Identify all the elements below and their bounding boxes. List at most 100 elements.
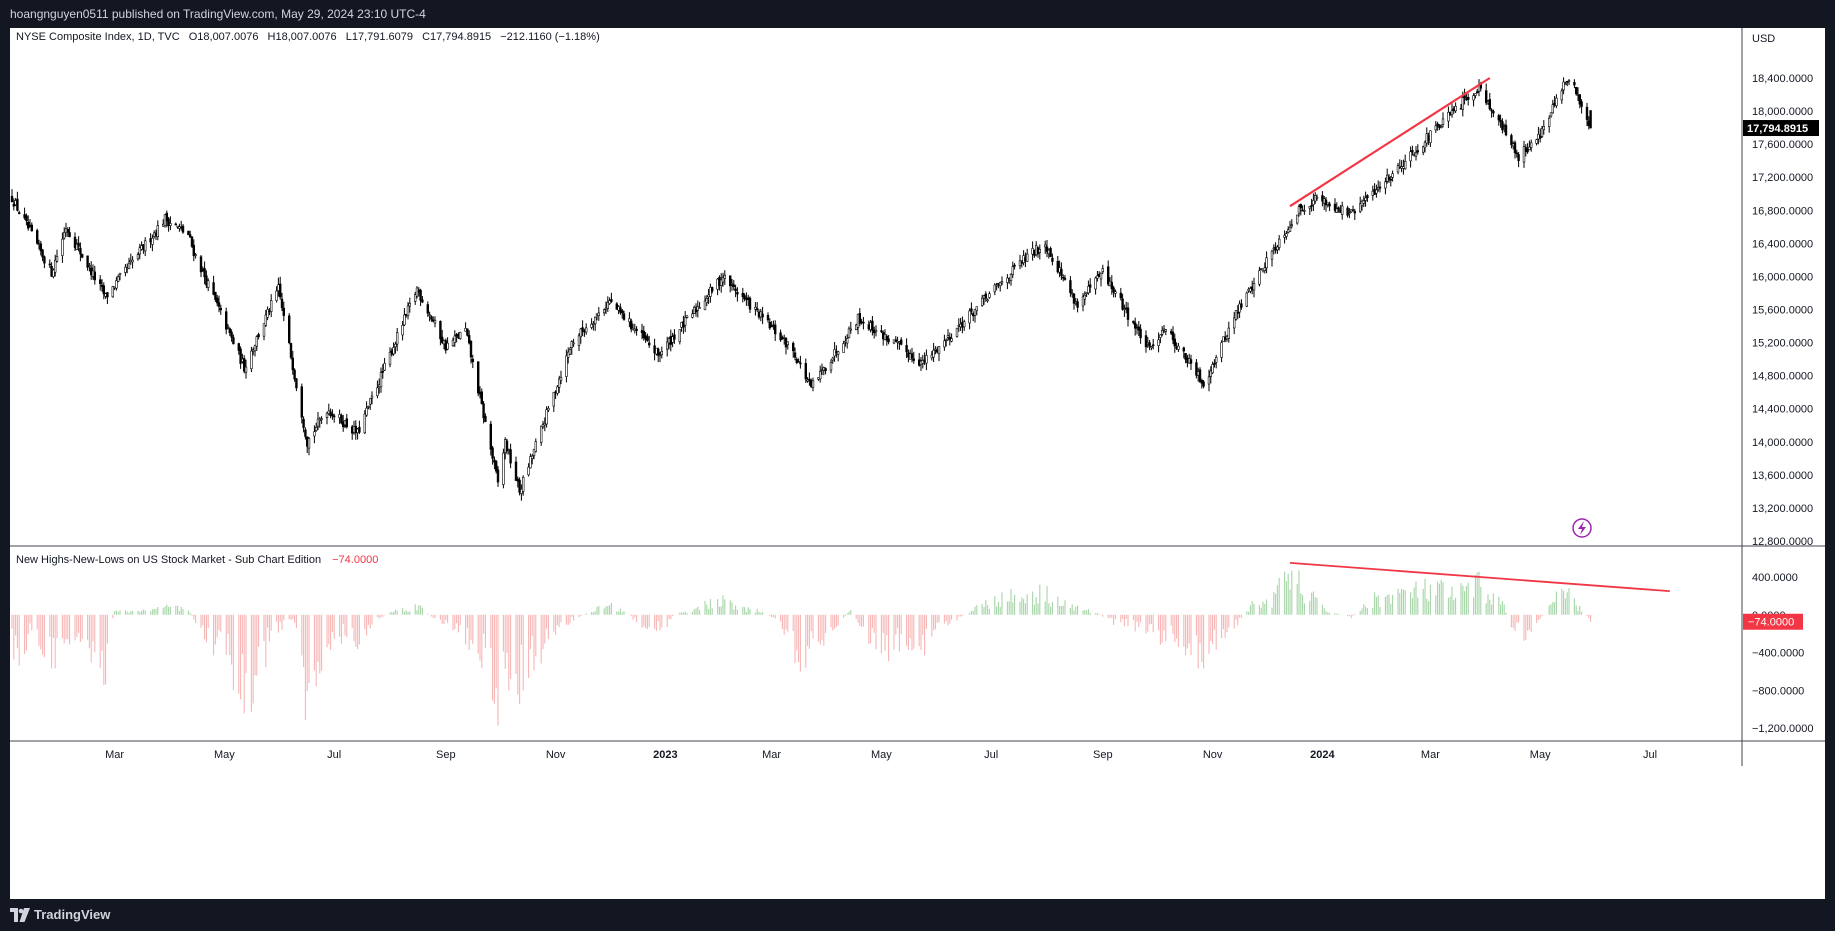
candle[interactable] bbox=[730, 279, 734, 291]
candle[interactable] bbox=[646, 333, 649, 342]
candle[interactable] bbox=[379, 367, 383, 393]
candle[interactable] bbox=[205, 270, 208, 289]
candle[interactable] bbox=[1240, 299, 1243, 310]
candle[interactable] bbox=[1132, 320, 1135, 325]
candle[interactable] bbox=[53, 254, 57, 277]
candle[interactable] bbox=[660, 346, 664, 359]
candle[interactable] bbox=[68, 227, 71, 238]
candle[interactable] bbox=[721, 272, 725, 287]
candle[interactable] bbox=[1025, 248, 1029, 262]
candle[interactable] bbox=[289, 342, 293, 360]
candle[interactable] bbox=[446, 337, 449, 351]
candle[interactable] bbox=[1290, 219, 1294, 229]
candle[interactable] bbox=[1515, 149, 1519, 158]
candle[interactable] bbox=[189, 230, 192, 238]
candle[interactable] bbox=[754, 302, 757, 316]
candle[interactable] bbox=[1560, 88, 1564, 104]
candle[interactable] bbox=[1555, 94, 1558, 109]
last-price-label[interactable]: 17,794.8915 bbox=[1743, 120, 1819, 137]
candle[interactable] bbox=[723, 270, 727, 285]
candle[interactable] bbox=[1396, 162, 1400, 175]
candle[interactable] bbox=[230, 329, 233, 342]
candle[interactable] bbox=[1414, 146, 1418, 161]
candle[interactable] bbox=[642, 325, 646, 341]
candle[interactable] bbox=[489, 420, 492, 456]
candle[interactable] bbox=[430, 315, 433, 322]
candle[interactable] bbox=[1513, 140, 1517, 159]
candle[interactable] bbox=[1573, 79, 1576, 89]
candle[interactable] bbox=[115, 276, 118, 291]
main-trendline[interactable] bbox=[1289, 77, 1491, 208]
candle[interactable] bbox=[39, 240, 42, 256]
candle[interactable] bbox=[784, 337, 788, 355]
candle[interactable] bbox=[329, 408, 332, 419]
candle[interactable] bbox=[858, 308, 862, 327]
candle[interactable] bbox=[1198, 367, 1202, 383]
candle[interactable] bbox=[1182, 346, 1186, 359]
candle[interactable] bbox=[1101, 264, 1105, 275]
sub-pane[interactable] bbox=[11, 561, 1670, 726]
candle[interactable] bbox=[419, 288, 422, 307]
candle[interactable] bbox=[619, 303, 622, 315]
candle[interactable] bbox=[518, 477, 521, 496]
candle[interactable] bbox=[73, 232, 77, 251]
candle[interactable] bbox=[295, 378, 298, 392]
candle[interactable] bbox=[90, 261, 93, 280]
candle[interactable] bbox=[16, 191, 19, 212]
candle[interactable] bbox=[761, 306, 764, 325]
candle[interactable] bbox=[1220, 340, 1223, 363]
candle[interactable] bbox=[1089, 278, 1092, 293]
candle[interactable] bbox=[1499, 114, 1502, 128]
candle[interactable] bbox=[566, 347, 570, 364]
candle[interactable] bbox=[584, 323, 588, 335]
candle[interactable] bbox=[1333, 198, 1337, 213]
candle[interactable] bbox=[932, 342, 935, 362]
chart-canvas[interactable]: USD 18,400.0000 18,000.0000 17,600.0000 17,… bbox=[10, 28, 1825, 899]
candle[interactable] bbox=[264, 309, 267, 327]
candle[interactable] bbox=[1107, 260, 1110, 287]
candle[interactable] bbox=[278, 276, 282, 300]
candle[interactable] bbox=[250, 346, 253, 372]
candle[interactable] bbox=[1548, 115, 1551, 133]
candle[interactable] bbox=[1263, 262, 1267, 274]
candle[interactable] bbox=[635, 326, 638, 336]
candle[interactable] bbox=[228, 327, 231, 336]
candle[interactable] bbox=[1044, 240, 1047, 254]
candle[interactable] bbox=[602, 308, 606, 316]
candle[interactable] bbox=[275, 286, 278, 303]
candle[interactable] bbox=[368, 398, 372, 410]
candle[interactable] bbox=[426, 301, 429, 317]
candle[interactable] bbox=[496, 466, 500, 487]
candle[interactable] bbox=[962, 319, 966, 331]
candle[interactable] bbox=[190, 236, 194, 248]
candle[interactable] bbox=[1000, 276, 1004, 286]
candle[interactable] bbox=[910, 347, 914, 363]
candle[interactable] bbox=[1324, 197, 1328, 212]
candle[interactable] bbox=[1063, 274, 1067, 281]
candle[interactable] bbox=[291, 350, 294, 375]
candle[interactable] bbox=[1485, 83, 1488, 106]
candle[interactable] bbox=[849, 321, 853, 334]
candle[interactable] bbox=[1391, 170, 1394, 182]
candle[interactable] bbox=[698, 302, 701, 309]
sub-last-label[interactable]: −74.0000 bbox=[1743, 613, 1803, 630]
candle[interactable] bbox=[1337, 206, 1340, 213]
candle[interactable] bbox=[842, 340, 845, 353]
candle[interactable] bbox=[55, 249, 59, 263]
candle[interactable] bbox=[253, 344, 257, 357]
candle[interactable] bbox=[874, 325, 878, 337]
candle[interactable] bbox=[469, 340, 473, 364]
candle[interactable] bbox=[1303, 204, 1306, 215]
candle[interactable] bbox=[280, 292, 284, 312]
candle[interactable] bbox=[18, 210, 21, 215]
candle[interactable] bbox=[995, 283, 998, 291]
candle[interactable] bbox=[203, 261, 206, 285]
candle[interactable] bbox=[502, 448, 505, 489]
candle[interactable] bbox=[1528, 140, 1531, 151]
candle[interactable] bbox=[565, 349, 568, 383]
candle[interactable] bbox=[174, 222, 177, 226]
candle[interactable] bbox=[793, 347, 797, 361]
candle[interactable] bbox=[12, 198, 16, 211]
candle[interactable] bbox=[545, 406, 548, 428]
candle[interactable] bbox=[1387, 174, 1391, 183]
